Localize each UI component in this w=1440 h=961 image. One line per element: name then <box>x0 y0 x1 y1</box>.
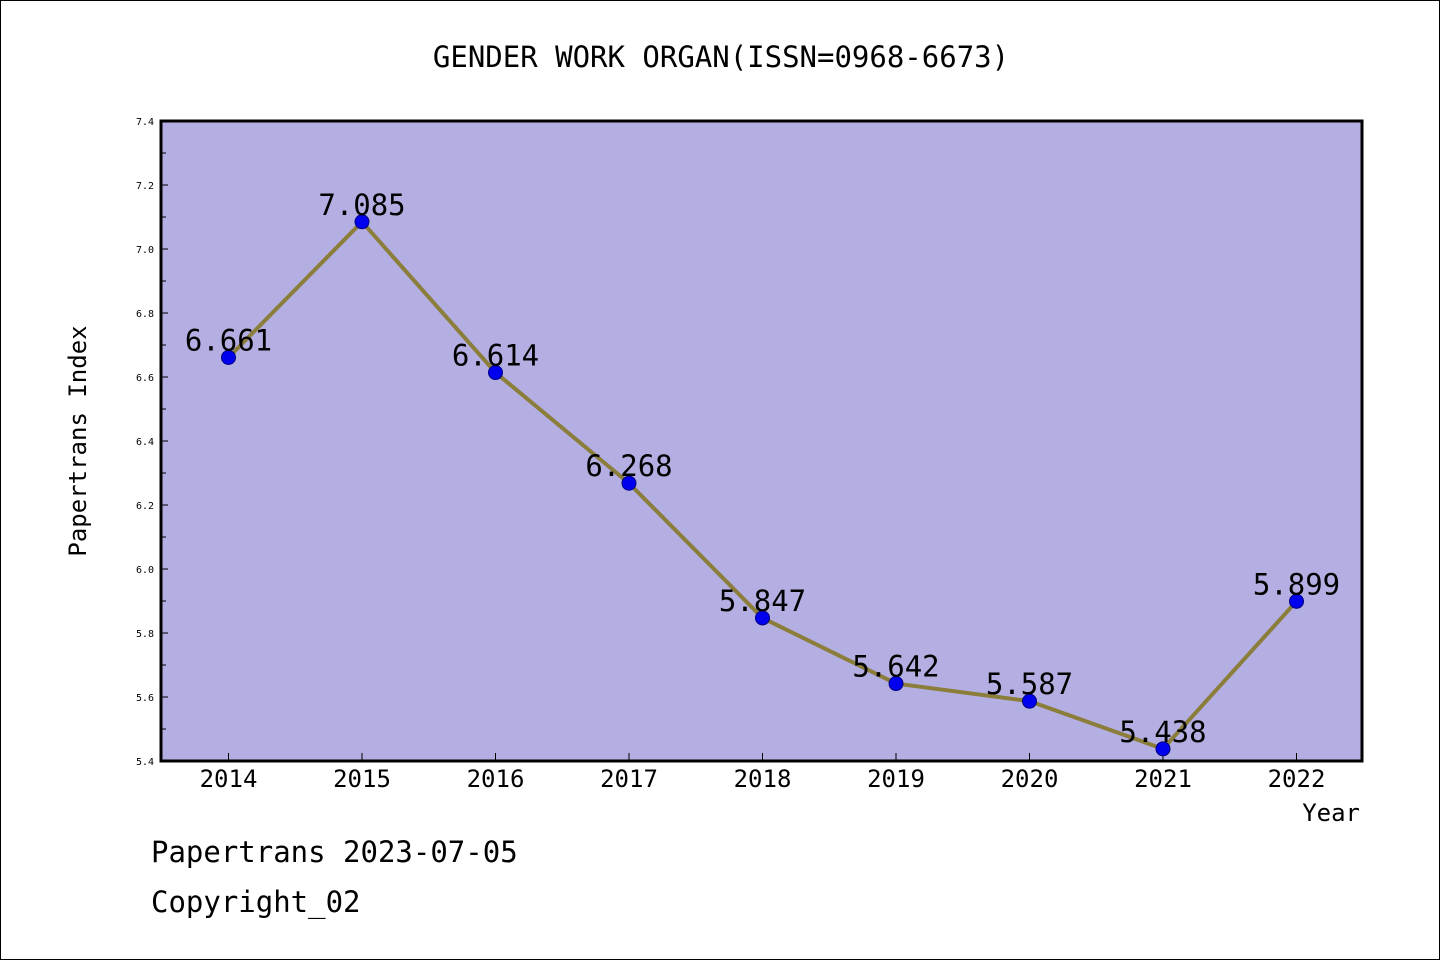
y-tick-label: 7.4 <box>136 117 154 128</box>
data-label: 5.847 <box>719 584 806 618</box>
x-axis-label: Year <box>1302 799 1360 827</box>
plot-frame <box>159 119 1364 763</box>
data-label: 7.085 <box>318 188 405 222</box>
footer-date-line: Papertrans 2023-07-05 <box>151 835 518 869</box>
x-tick-label: 2018 <box>734 765 792 793</box>
x-tick-label: 2017 <box>600 765 658 793</box>
x-tick-label: 2014 <box>200 765 258 793</box>
y-tick-label: 5.4 <box>136 757 154 768</box>
data-label: 5.642 <box>852 650 939 684</box>
data-point <box>1155 741 1171 757</box>
data-point <box>888 676 904 692</box>
y-tick-label: 5.8 <box>136 629 154 640</box>
x-tick-label: 2019 <box>867 765 925 793</box>
data-label: 6.614 <box>452 339 539 373</box>
y-tick-label: 6.2 <box>136 501 154 512</box>
data-label: 5.899 <box>1253 567 1340 601</box>
y-axis-label: Papertrans Index <box>64 325 92 556</box>
data-point <box>488 365 503 381</box>
x-tick-label: 2015 <box>333 765 391 793</box>
y-tick-label: 5.6 <box>136 693 154 704</box>
series-markers <box>221 214 1304 757</box>
data-labels: 6.661 7.085 6.614 6.268 5.847 5.642 5.587 5.438… <box>185 188 1340 749</box>
x-tick-label: 2021 <box>1134 765 1192 793</box>
y-tick-label: 6.6 <box>136 373 154 384</box>
data-point <box>621 475 637 491</box>
data-point <box>1289 593 1304 609</box>
data-label: 6.268 <box>585 449 672 483</box>
y-tick-label: 6.4 <box>136 437 154 448</box>
chart-title: GENDER WORK ORGAN(ISSN=0968-6673) <box>433 40 1009 74</box>
y-tick-label: 6.8 <box>136 309 154 320</box>
data-label: 6.661 <box>185 323 272 357</box>
x-tick-label: 2022 <box>1268 765 1326 793</box>
data-point <box>755 610 770 626</box>
footer-copyright-line: Copyright_02 <box>151 885 361 919</box>
data-label: 5.438 <box>1119 715 1206 749</box>
data-point <box>221 349 236 365</box>
data-point <box>354 214 370 230</box>
x-tick-label: 2016 <box>467 765 525 793</box>
y-tick-label: 7.2 <box>136 181 154 192</box>
data-label: 5.587 <box>986 667 1073 701</box>
x-axis: 2014 2015 2016 2017 2018 2019 2020 2021 2022 <box>200 753 1326 793</box>
x-tick-label: 2020 <box>1001 765 1059 793</box>
data-point <box>1022 693 1037 709</box>
y-tick-label: 7.0 <box>136 245 154 256</box>
y-tick-label: 6.0 <box>136 565 154 576</box>
